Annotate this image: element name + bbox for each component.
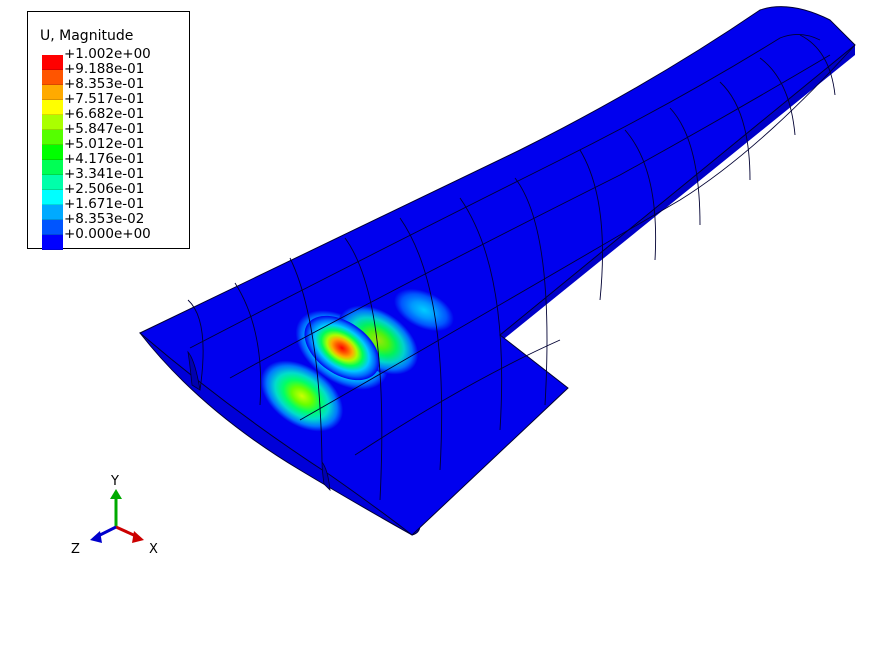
wing-model — [139, 6, 856, 536]
x-axis-arrow — [132, 531, 144, 543]
legend-value-label: +5.012e-01 — [64, 136, 145, 152]
z-axis-label: Z — [71, 542, 80, 557]
axis-triad: Y X Z — [71, 474, 158, 557]
legend-value-label: +3.341e-01 — [64, 166, 145, 182]
legend-swatch — [42, 235, 63, 250]
legend-panel: U, Magnitude +1.002e+00 +9.188e-01 +8.353e… — [27, 11, 190, 250]
legend-swatch — [42, 130, 63, 145]
legend-swatch — [42, 145, 63, 160]
legend-value-label: +2.506e-01 — [64, 181, 145, 197]
wing-upper-skin — [139, 6, 856, 536]
legend-swatch — [42, 205, 63, 220]
legend-value-label: +1.671e-01 — [64, 196, 145, 212]
legend-value-label: +8.353e-02 — [64, 211, 145, 227]
legend-swatch — [42, 190, 63, 205]
legend-title: U, Magnitude — [40, 28, 134, 44]
legend-swatch — [42, 160, 63, 175]
legend-swatch — [42, 55, 63, 70]
legend-swatch — [42, 70, 63, 85]
contour-far — [394, 288, 454, 332]
legend-swatch — [42, 175, 63, 190]
legend-value-label: +9.188e-01 — [64, 61, 145, 77]
x-axis-label: X — [149, 542, 158, 557]
legend-value-label: +1.002e+00 — [64, 46, 151, 62]
legend-value-label: +6.682e-01 — [64, 106, 145, 122]
legend-value-label: +5.847e-01 — [64, 121, 145, 137]
legend-color-bar — [42, 55, 63, 250]
z-axis-arrow — [90, 531, 102, 543]
contour-peak-core — [304, 315, 380, 381]
y-axis-label: Y — [110, 474, 119, 489]
legend-value-label: +4.176e-01 — [64, 151, 145, 167]
legend-swatch — [42, 100, 63, 115]
legend-value-label: +0.000e+00 — [64, 226, 151, 242]
legend-swatch — [42, 85, 63, 100]
legend-swatch — [42, 115, 63, 130]
legend-value-label: +7.517e-01 — [64, 91, 145, 107]
legend-value-label: +8.353e-01 — [64, 76, 145, 92]
y-axis-arrow — [110, 489, 122, 499]
wing-rib — [187, 350, 201, 391]
legend-labels: +1.002e+00 +9.188e-01 +8.353e-01 +7.517e-01… — [64, 47, 151, 242]
mesh-lines — [187, 34, 856, 501]
contour-lower — [260, 360, 344, 432]
legend-swatch — [42, 220, 63, 235]
wing-rib — [321, 460, 331, 492]
